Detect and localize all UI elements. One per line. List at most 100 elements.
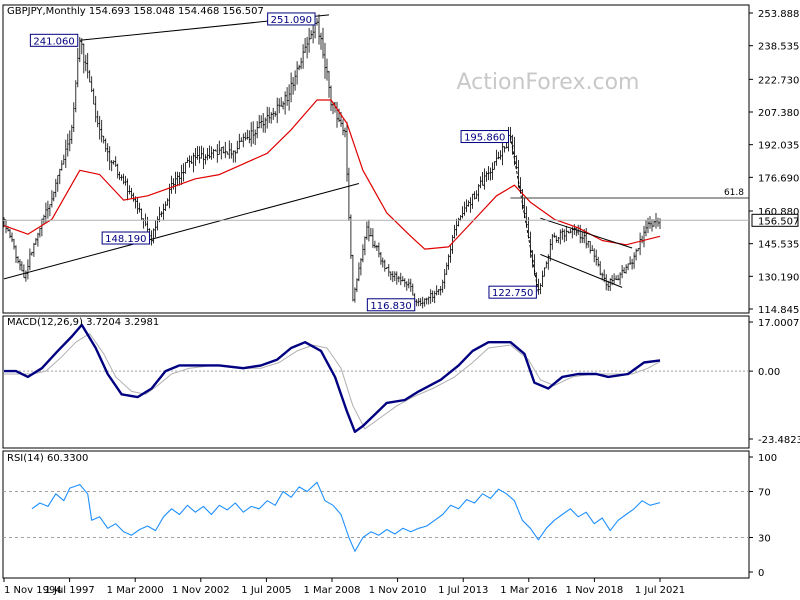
price-bars xyxy=(3,14,661,309)
price-panel-frame xyxy=(2,4,750,314)
price-bar xyxy=(417,298,420,307)
price-bar xyxy=(357,262,360,282)
x-tick-label-10: 1 Jul 2021 xyxy=(635,585,685,596)
price-bar xyxy=(371,228,374,248)
price-bar xyxy=(74,80,77,113)
x-tick-label-7: 1 Jul 2013 xyxy=(438,585,488,596)
swing-label-box-2 xyxy=(101,231,151,245)
price-y-tick-label-7: 145.535 xyxy=(758,240,799,251)
price-bar xyxy=(401,276,404,282)
price-bar xyxy=(475,190,478,199)
price-bar xyxy=(539,283,542,295)
price-bar xyxy=(56,174,59,192)
price-bar xyxy=(54,178,57,198)
price-bar xyxy=(563,229,566,243)
rsi-y-tick-label-3: 0 xyxy=(758,568,764,579)
price-bar xyxy=(425,297,428,305)
price-bar xyxy=(220,147,223,160)
swing-label-box-0 xyxy=(29,33,79,47)
x-tick-label-4: 1 Jul 2005 xyxy=(241,585,291,596)
price-bar xyxy=(210,146,213,160)
price-bar xyxy=(282,101,285,110)
price-bar xyxy=(138,202,141,213)
price-bar xyxy=(28,248,31,271)
price-y-tick-label-5: 176.690 xyxy=(758,173,799,184)
price-bar xyxy=(381,257,384,268)
price-bar xyxy=(419,297,422,307)
price-bar xyxy=(196,146,199,160)
price-bar xyxy=(88,70,91,83)
price-bar xyxy=(463,201,466,216)
price-y-tick-label-0: 253.888 xyxy=(758,9,799,20)
price-bar xyxy=(447,254,450,270)
price-bar xyxy=(44,202,47,223)
swing-label-box-4 xyxy=(460,130,509,144)
swing-labels: 241.060 251.090 148.190 116.830 195.860 122.7… xyxy=(29,12,537,312)
moving-average-line xyxy=(3,99,661,250)
price-bar xyxy=(178,172,181,186)
rsi-y-tick-label-1: 70 xyxy=(758,488,771,499)
price-bar xyxy=(316,17,318,26)
swing-label-box-1 xyxy=(267,12,316,26)
price-bar xyxy=(194,148,197,166)
price-bar xyxy=(365,221,368,240)
price-bar xyxy=(431,290,434,302)
price-bar xyxy=(152,228,155,244)
price-bar xyxy=(346,121,348,182)
price-bar xyxy=(405,281,408,291)
price-bar xyxy=(322,27,324,59)
x-tick-label-9: 1 Nov 2018 xyxy=(566,585,624,596)
price-bar xyxy=(453,224,456,239)
price-bar xyxy=(591,245,594,251)
price-bar xyxy=(599,261,602,276)
price-bar xyxy=(248,130,251,144)
price-bar xyxy=(244,132,247,141)
price-bar xyxy=(224,141,227,159)
price-bar xyxy=(481,172,484,186)
price-bar xyxy=(375,244,378,251)
price-bar xyxy=(511,134,514,155)
price-bar xyxy=(212,148,215,159)
rsi-line-stroke xyxy=(31,481,661,552)
price-bar xyxy=(32,242,35,257)
price-bar xyxy=(192,152,195,173)
price-bar xyxy=(122,173,125,185)
price-bar xyxy=(84,54,87,72)
price-bar xyxy=(274,111,277,117)
price-bar xyxy=(649,216,651,229)
trendline-1 xyxy=(3,183,360,280)
swing-label-box-5 xyxy=(488,285,537,299)
price-bar xyxy=(351,254,354,302)
price-y-axis: 253.888 238.535 222.730 207.380 192.035 176.6… xyxy=(749,9,799,316)
x-tick-label-3: 1 Nov 2002 xyxy=(172,585,230,596)
price-bar xyxy=(587,240,590,248)
price-bar xyxy=(489,167,492,181)
price-bar xyxy=(302,44,305,69)
price-bar xyxy=(361,244,364,263)
price-bar xyxy=(190,155,193,164)
price-bar xyxy=(501,138,504,166)
price-bar xyxy=(258,115,261,129)
swing-label-2: 148.190 xyxy=(105,234,146,245)
price-bar xyxy=(561,228,564,240)
price-bar xyxy=(158,206,161,223)
macd-main-line xyxy=(4,323,661,433)
price-bar xyxy=(120,174,123,181)
price-bar xyxy=(320,32,322,50)
price-bar xyxy=(278,98,281,114)
swing-label-1: 251.090 xyxy=(271,15,312,26)
price-bar xyxy=(629,256,632,265)
price-bar xyxy=(609,278,612,291)
price-bar xyxy=(399,272,402,286)
price-bar xyxy=(186,157,189,163)
rsi-y-tick-label-0: 100 xyxy=(758,453,777,464)
price-bar xyxy=(433,290,436,304)
macd-panel-frame xyxy=(2,315,750,449)
price-bar xyxy=(290,72,293,103)
price-bar xyxy=(72,102,75,132)
price-bar xyxy=(106,143,109,162)
price-bar xyxy=(280,97,283,107)
price-bar xyxy=(439,286,442,296)
